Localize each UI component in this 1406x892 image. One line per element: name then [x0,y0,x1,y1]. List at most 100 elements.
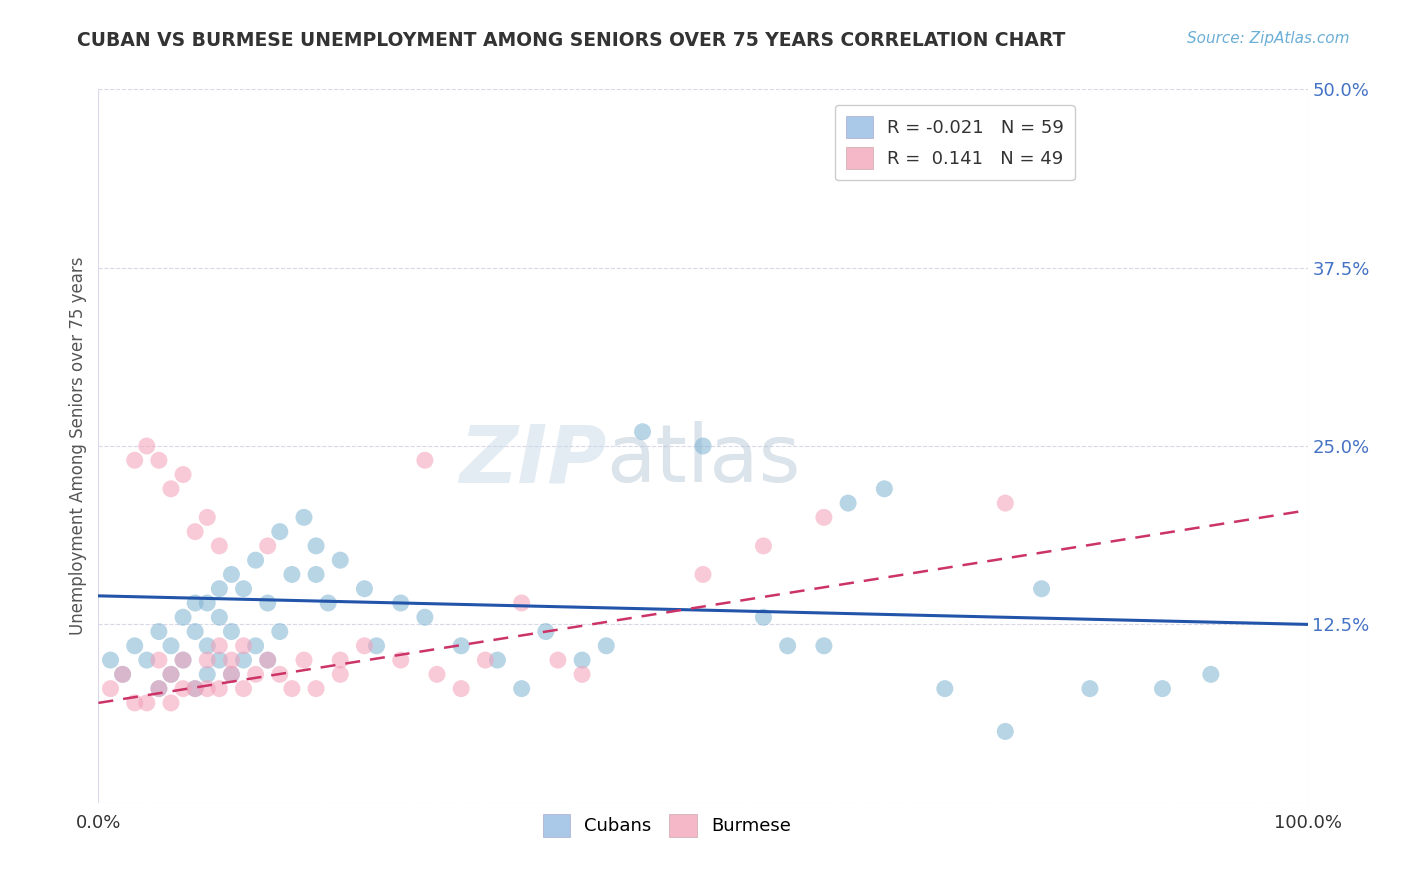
Point [221,567,243,582]
Point [873,482,896,496]
Point [221,667,243,681]
Point [195,653,218,667]
Point [510,596,533,610]
Point [305,567,328,582]
Point [281,681,304,696]
Point [160,667,183,681]
Point [172,681,194,696]
Point [292,653,315,667]
Point [329,653,352,667]
Y-axis label: Unemployment Among Seniors over 75 years: Unemployment Among Seniors over 75 years [69,257,87,635]
Point [329,667,352,681]
Text: ZIP: ZIP [458,421,606,500]
Point [994,496,1017,510]
Point [813,639,835,653]
Point [450,639,472,653]
Point [232,639,254,653]
Point [124,453,146,467]
Point [256,596,278,610]
Point [752,610,775,624]
Point [281,567,304,582]
Point [534,624,557,639]
Point [195,510,218,524]
Point [100,681,122,696]
Point [124,639,146,653]
Point [256,653,278,667]
Point [245,639,267,653]
Point [305,681,328,696]
Point [148,681,170,696]
Point [316,596,339,610]
Point [837,496,859,510]
Point [184,681,207,696]
Text: Source: ZipAtlas.com: Source: ZipAtlas.com [1187,31,1350,46]
Point [172,653,194,667]
Point [195,639,218,653]
Point [148,624,170,639]
Point [148,681,170,696]
Point [269,524,291,539]
Point [1078,681,1101,696]
Point [148,653,170,667]
Point [245,667,267,681]
Point [692,439,714,453]
Point [305,539,328,553]
Point [450,681,472,696]
Point [160,482,183,496]
Point [111,667,134,681]
Point [208,681,231,696]
Point [172,610,194,624]
Point [148,453,170,467]
Point [813,510,835,524]
Point [413,453,436,467]
Point [160,639,183,653]
Point [208,639,231,653]
Point [256,539,278,553]
Point [353,639,375,653]
Point [571,653,593,667]
Point [160,667,183,681]
Point [1031,582,1053,596]
Point [172,467,194,482]
Point [934,681,956,696]
Point [208,539,231,553]
Point [208,653,231,667]
Point [329,553,352,567]
Point [269,624,291,639]
Text: CUBAN VS BURMESE UNEMPLOYMENT AMONG SENIORS OVER 75 YEARS CORRELATION CHART: CUBAN VS BURMESE UNEMPLOYMENT AMONG SENI… [77,31,1066,50]
Point [752,539,775,553]
Point [232,582,254,596]
Point [221,624,243,639]
Point [184,624,207,639]
Point [631,425,654,439]
Point [292,510,315,524]
Point [595,639,617,653]
Point [474,653,496,667]
Point [269,667,291,681]
Point [135,653,157,667]
Point [389,653,412,667]
Point [413,610,436,624]
Point [160,696,183,710]
Point [232,653,254,667]
Point [776,639,799,653]
Point [135,696,157,710]
Point [994,724,1017,739]
Text: atlas: atlas [606,421,800,500]
Point [208,582,231,596]
Legend: Cubans, Burmese: Cubans, Burmese [536,807,799,844]
Point [547,653,569,667]
Point [389,596,412,610]
Point [208,610,231,624]
Point [692,567,714,582]
Point [111,667,134,681]
Point [184,524,207,539]
Point [232,681,254,696]
Point [195,681,218,696]
Point [184,596,207,610]
Point [1199,667,1222,681]
Point [486,653,509,667]
Point [221,667,243,681]
Point [195,667,218,681]
Point [571,667,593,681]
